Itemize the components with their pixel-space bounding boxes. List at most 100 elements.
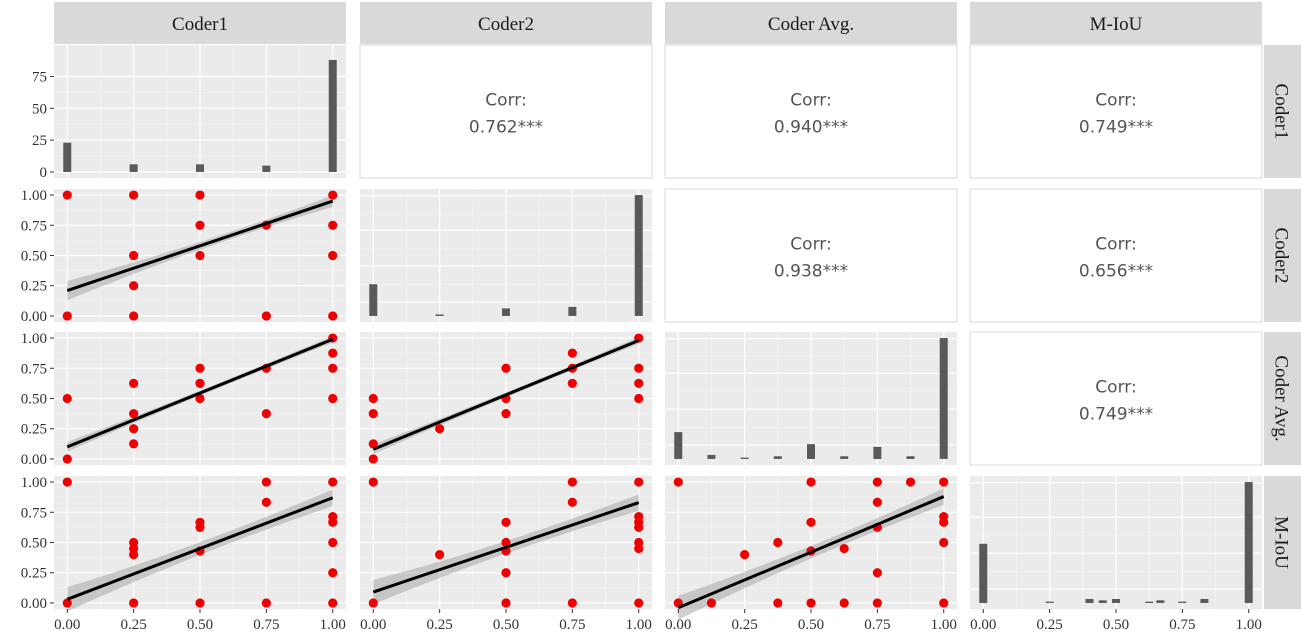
x-tick-label: 1.00 — [320, 617, 346, 633]
data-point — [368, 393, 378, 404]
corr-panel-bg — [969, 331, 1263, 466]
data-point — [501, 598, 511, 608]
data-point — [261, 497, 271, 507]
panel-r3-c1 — [360, 476, 652, 609]
histogram-bar — [196, 164, 204, 172]
data-point — [634, 598, 644, 608]
histogram-bar — [1112, 599, 1120, 603]
histogram-bar — [807, 444, 815, 459]
corr-panel-bg — [664, 44, 958, 179]
data-point — [806, 598, 816, 608]
y-tick-label: 0.25 — [21, 422, 47, 438]
data-point — [328, 250, 338, 261]
y-tick-label: 0.00 — [21, 452, 47, 468]
data-point — [740, 549, 750, 560]
data-point — [328, 348, 338, 358]
y-tick-label: 0.50 — [21, 392, 47, 408]
regression-line — [677, 495, 945, 610]
data-point — [129, 409, 139, 419]
histogram-bar — [634, 195, 643, 316]
x-tick-label: 0.75 — [559, 617, 585, 633]
data-point — [195, 378, 205, 388]
data-point — [195, 393, 205, 404]
corr-value: 0.940*** — [774, 118, 848, 138]
corr-value: 0.938*** — [774, 262, 848, 282]
data-point — [368, 439, 378, 449]
panel-r1-c2: Corr: 0.938*** — [664, 188, 958, 323]
y-tick-label: 50 — [32, 101, 47, 117]
y-tick-label: 0.25 — [21, 566, 47, 582]
histogram-bar — [979, 543, 988, 603]
data-point — [872, 598, 882, 608]
regression-line — [66, 199, 334, 292]
histogram-bar — [435, 314, 444, 316]
panel-r3-c2 — [665, 476, 957, 620]
data-point — [328, 311, 338, 321]
y-tick-label: 0 — [40, 165, 48, 181]
histogram-bar — [773, 456, 782, 459]
data-point — [872, 477, 882, 487]
data-point — [261, 477, 271, 487]
histogram-bar — [129, 164, 138, 172]
y-tick-label: 1.00 — [21, 331, 47, 347]
y-tick-label: 0.50 — [21, 249, 47, 265]
corr-label: Corr: — [1095, 235, 1136, 255]
x-tick-label: 0.00 — [665, 617, 691, 633]
strip-right-bg — [1264, 45, 1301, 178]
corr-panel-bg — [664, 188, 958, 323]
corr-label: Corr: — [790, 235, 831, 255]
histogram-bar — [674, 432, 683, 459]
x-tick-label: 0.00 — [360, 617, 386, 633]
data-point — [939, 517, 949, 527]
data-point — [939, 598, 949, 608]
data-point — [939, 537, 949, 548]
panel-r3-c3 — [970, 476, 1262, 609]
data-point — [634, 378, 644, 388]
x-tick-label: 0.50 — [493, 617, 519, 633]
histogram-bar — [1156, 600, 1165, 603]
data-point — [634, 522, 644, 532]
histogram-bar — [1178, 601, 1187, 603]
x-tick-label: 1.00 — [931, 617, 957, 633]
strip-top-1: Coder2 — [360, 2, 652, 44]
data-point — [328, 537, 338, 548]
y-tick-label: 0.00 — [21, 309, 47, 325]
histogram-bar — [63, 142, 72, 172]
x-tick-label: 1.00 — [626, 617, 652, 633]
y-tick-label: 0.75 — [21, 505, 47, 521]
x-tick-label: 0.25 — [121, 617, 147, 633]
data-point — [129, 378, 139, 388]
strip-right-2: Coder Avg. — [1264, 332, 1301, 465]
y-tick-label: 0.25 — [21, 279, 47, 295]
x-tick-label: 0.50 — [1103, 617, 1129, 633]
histogram-bar — [740, 457, 749, 459]
data-point — [435, 424, 445, 434]
data-point — [435, 549, 445, 560]
data-point — [129, 424, 139, 434]
strip-top-2: Coder Avg. — [665, 2, 957, 44]
data-point — [839, 598, 849, 608]
regression-line — [66, 337, 334, 449]
panel-r1-c3: Corr: 0.656*** — [969, 188, 1263, 323]
data-point — [328, 477, 338, 487]
data-point — [368, 454, 378, 464]
histogram-bar — [502, 308, 510, 316]
data-point — [129, 190, 139, 200]
y-tick-label: 1.00 — [21, 475, 47, 491]
data-point — [368, 598, 378, 608]
corr-label: Corr: — [790, 91, 831, 111]
panel-r3-c0 — [54, 476, 346, 612]
data-point — [706, 598, 717, 608]
strip-right-3: M-IoU — [1264, 476, 1301, 609]
panel-r0-c3: Corr: 0.749*** — [969, 44, 1263, 179]
histogram-bar — [262, 165, 271, 172]
data-point — [62, 190, 72, 200]
y-tick-label: 75 — [32, 70, 47, 86]
histogram-bar — [1045, 601, 1054, 603]
histogram-bar — [568, 306, 577, 316]
data-point — [195, 363, 205, 373]
data-point — [501, 568, 511, 578]
x-tick-label: 0.50 — [187, 617, 213, 633]
data-point — [501, 363, 511, 373]
panel-r2-c3: Corr: 0.749*** — [969, 331, 1263, 466]
